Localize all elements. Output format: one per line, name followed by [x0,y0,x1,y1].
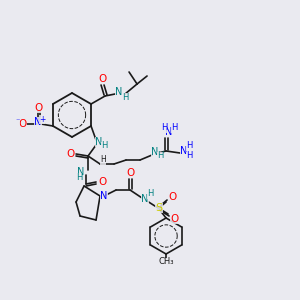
Text: N: N [77,167,84,177]
Text: H: H [100,155,106,164]
Text: H: H [186,152,192,160]
Text: O: O [66,149,74,159]
Text: O: O [170,214,178,224]
Text: N: N [95,137,103,147]
Text: H: H [171,124,177,133]
Text: N: N [141,194,149,204]
Text: O: O [19,119,27,129]
Text: N: N [34,117,42,127]
Text: H: H [122,92,128,101]
Text: O: O [35,103,43,113]
Text: N: N [152,147,159,157]
Text: H: H [161,124,167,133]
Text: H: H [157,152,163,160]
Text: H: H [76,172,82,182]
Text: S: S [155,203,163,213]
Text: H: H [147,190,153,199]
Text: N: N [100,191,108,201]
Text: O: O [168,192,176,202]
Text: +: + [39,115,45,124]
Text: N: N [180,146,188,156]
Text: N: N [165,127,173,137]
Text: O: O [126,168,134,178]
Text: ⁻: ⁻ [16,116,20,125]
Text: H: H [186,142,192,151]
Text: H: H [101,142,107,151]
Text: CH₃: CH₃ [158,257,174,266]
Text: N: N [116,87,123,97]
Text: O: O [98,74,106,84]
Text: O: O [98,177,106,187]
